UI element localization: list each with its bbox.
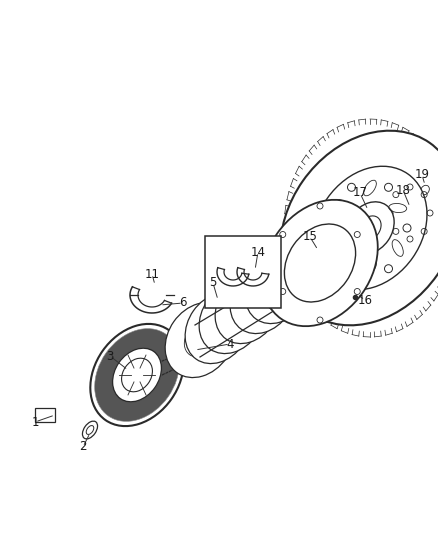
Ellipse shape <box>260 243 326 313</box>
Text: 4: 4 <box>226 337 234 351</box>
Text: 18: 18 <box>396 183 410 197</box>
FancyBboxPatch shape <box>35 408 55 422</box>
Ellipse shape <box>215 272 281 344</box>
Text: 3: 3 <box>106 350 114 362</box>
Text: 11: 11 <box>145 268 159 280</box>
Ellipse shape <box>313 166 427 290</box>
Text: 5: 5 <box>209 277 217 289</box>
Ellipse shape <box>280 131 438 325</box>
Ellipse shape <box>199 282 265 353</box>
Ellipse shape <box>185 293 251 364</box>
Ellipse shape <box>359 216 381 240</box>
Ellipse shape <box>396 197 424 229</box>
Text: 1: 1 <box>31 416 39 429</box>
Ellipse shape <box>416 181 434 199</box>
Ellipse shape <box>276 233 340 303</box>
Ellipse shape <box>230 262 296 334</box>
Ellipse shape <box>284 224 356 302</box>
Ellipse shape <box>165 302 235 377</box>
Ellipse shape <box>90 324 184 426</box>
Ellipse shape <box>122 358 152 392</box>
Text: 15: 15 <box>303 230 318 244</box>
Ellipse shape <box>95 329 179 422</box>
Text: 17: 17 <box>353 187 367 199</box>
Ellipse shape <box>262 200 378 326</box>
Text: 16: 16 <box>357 294 372 306</box>
Ellipse shape <box>113 348 162 402</box>
FancyBboxPatch shape <box>205 236 281 308</box>
Text: 2: 2 <box>79 440 87 454</box>
Ellipse shape <box>381 181 438 245</box>
Ellipse shape <box>346 202 394 254</box>
Ellipse shape <box>245 253 311 324</box>
Text: 19: 19 <box>414 168 430 182</box>
Text: 14: 14 <box>251 246 265 259</box>
Text: 6: 6 <box>179 296 187 310</box>
Ellipse shape <box>82 421 98 439</box>
